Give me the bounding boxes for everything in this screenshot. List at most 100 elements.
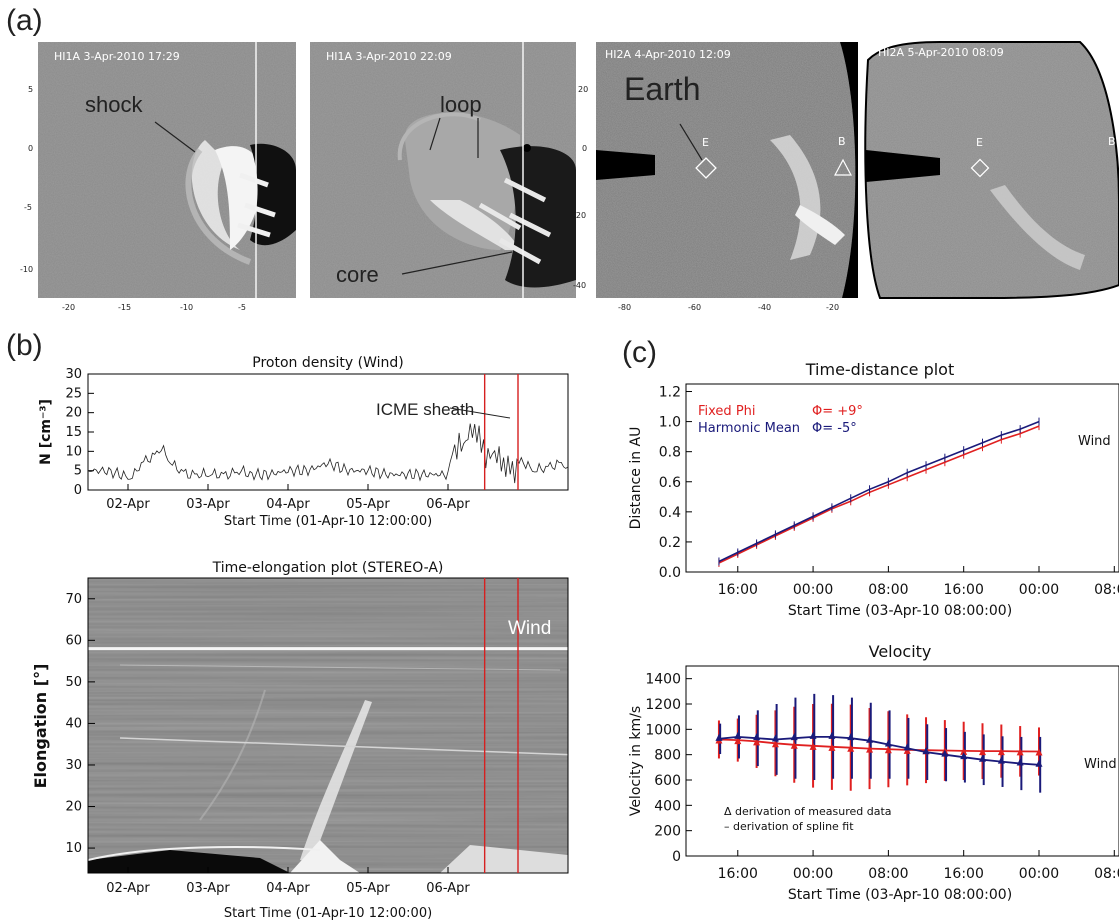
y-tick-label: 200: [654, 824, 681, 840]
img3-xtick: -80: [618, 303, 631, 312]
img1-xtick: -5: [238, 303, 246, 312]
x-tick-label: 00:00: [1019, 582, 1059, 598]
wind-annotation: Wind: [508, 618, 551, 639]
x-tick-label: 05-Apr: [346, 497, 390, 512]
y-tick-label: 0.2: [659, 535, 681, 551]
time-distance-chart: Time-distance plot 0.0 0.2 0.4 0.6 0.8 1.0 1.2…: [628, 360, 1119, 619]
y-tick-label: 20: [65, 800, 82, 815]
x-tick-label: 00:00: [793, 866, 833, 882]
img3-xtick: -60: [688, 303, 701, 312]
y-tick-label: 400: [654, 798, 681, 814]
y-tick-label: 1.2: [659, 385, 681, 401]
img1-xtick: -15: [118, 303, 131, 312]
plot-frame: [685, 665, 1119, 857]
y-axis-label: Velocity in km/s: [628, 706, 644, 816]
y-tick-label: 600: [654, 773, 681, 789]
y-axis-label: Distance in AU: [628, 427, 644, 530]
chart-title: Time-elongation plot (STEREO-A): [212, 560, 444, 576]
proton-density-chart: Proton density (Wind) 0 5 10 15 20 25 30 02-Ap…: [38, 355, 569, 529]
x-axis-label: Start Time (01-Apr-10 12:00:00): [224, 906, 432, 921]
img3-ytick: -20: [573, 211, 586, 220]
y-tick-label: 25: [65, 386, 82, 401]
data-point: [828, 743, 836, 751]
data-point: [960, 752, 968, 760]
x-tick-label: 02-Apr: [106, 497, 150, 512]
x-axis-label: Start Time (03-Apr-10 08:00:00): [788, 887, 1012, 903]
icme-sheath-annotation: ICME sheath: [376, 400, 474, 419]
panel-label-a: (a): [6, 4, 43, 37]
data-point: [866, 735, 874, 743]
img1-ytick: 5: [28, 85, 33, 94]
chart-title: Time-distance plot: [805, 360, 954, 379]
x-tick-label: 06-Apr: [426, 497, 470, 512]
data-point: [753, 733, 761, 741]
data-point: [809, 742, 817, 750]
earth-marker-e: E: [702, 136, 709, 149]
y-tick-label: 30: [65, 758, 82, 773]
data-point: [941, 749, 949, 757]
elongation-streak: [119, 737, 569, 756]
img3-ytick: 20: [578, 85, 588, 94]
legend-harmonic-mean-value: Φ= -5°: [812, 421, 857, 436]
legend-fixed-phi-value: Φ= +9°: [812, 404, 863, 419]
series-line: [718, 420, 1040, 563]
data-point: [847, 744, 855, 752]
data-point: [997, 748, 1005, 756]
wind-annotation: Wind: [1078, 434, 1111, 449]
image-hi1a-2209: HI1A 3-Apr-2010 22:09 loop core: [310, 42, 576, 298]
x-tick-label: 00:00: [793, 582, 833, 598]
data-point: [1035, 748, 1043, 756]
y-tick-label: 1200: [645, 697, 681, 713]
img3-xtick: -20: [826, 303, 839, 312]
img3-ytick: 0: [582, 144, 587, 153]
data-point: [922, 747, 930, 755]
series-line: [718, 425, 1040, 564]
y-tick-label: 10: [65, 444, 82, 459]
data-point: [847, 733, 855, 741]
data-point: [903, 746, 911, 754]
y-tick-label: 1000: [645, 722, 681, 738]
data-point: [884, 746, 892, 754]
series-line: [718, 735, 1040, 766]
data-point: [903, 743, 911, 751]
chart-title: Proton density (Wind): [252, 355, 403, 371]
data-point: [960, 747, 968, 755]
data-point: [753, 738, 761, 746]
marker-b: B: [838, 135, 846, 148]
img3-ytick: -40: [573, 281, 586, 290]
y-tick-label: 70: [65, 592, 82, 607]
wind-annotation: Wind: [1084, 757, 1117, 772]
img1-ytick: 0: [28, 144, 33, 153]
y-axis-label: N [cm⁻³]: [38, 399, 54, 465]
data-point: [790, 741, 798, 749]
y-tick-label: 0.8: [659, 445, 681, 461]
data-point: [771, 740, 779, 748]
legend-spline: – derivation of spline fit: [724, 820, 854, 833]
data-point: [715, 733, 723, 741]
image-hi2a-0412: HI2A 4-Apr-2010 12:09 Earth E B 20 0 -20…: [573, 42, 858, 312]
y-tick-label: 0: [74, 483, 82, 498]
y-tick-label: 60: [65, 633, 82, 648]
x-tick-label: 16:00: [718, 582, 758, 598]
data-point: [979, 754, 987, 762]
y-tick-label: 50: [65, 675, 82, 690]
x-axis-label: Start Time (01-Apr-10 12:00:00): [224, 514, 432, 529]
y-tick-label: 20: [65, 406, 82, 421]
x-tick-label: 16:00: [944, 866, 984, 882]
legend-harmonic-mean: Harmonic Mean: [698, 421, 800, 436]
y-tick-label: 0.0: [659, 565, 681, 581]
x-tick-label: 16:00: [718, 866, 758, 882]
x-tick-label: 08:00: [1094, 582, 1119, 598]
image-hi2a-0508: HI2A 5-Apr-2010 08:09 E B: [864, 41, 1119, 299]
panel-label-c: (c): [622, 336, 657, 369]
marker-b: B: [1108, 135, 1116, 148]
y-tick-label: 5: [74, 464, 82, 479]
data-point: [884, 739, 892, 747]
data-point: [1035, 759, 1043, 767]
image-label: HI1A 3-Apr-2010 22:09: [326, 50, 452, 63]
img1-xtick: -20: [62, 303, 75, 312]
velocity-chart: Velocity 0 200 400 600 800 1000 1200 1400 16:00…: [628, 642, 1119, 903]
y-tick-label: 30: [65, 367, 82, 382]
y-tick-label: 0.4: [659, 505, 681, 521]
